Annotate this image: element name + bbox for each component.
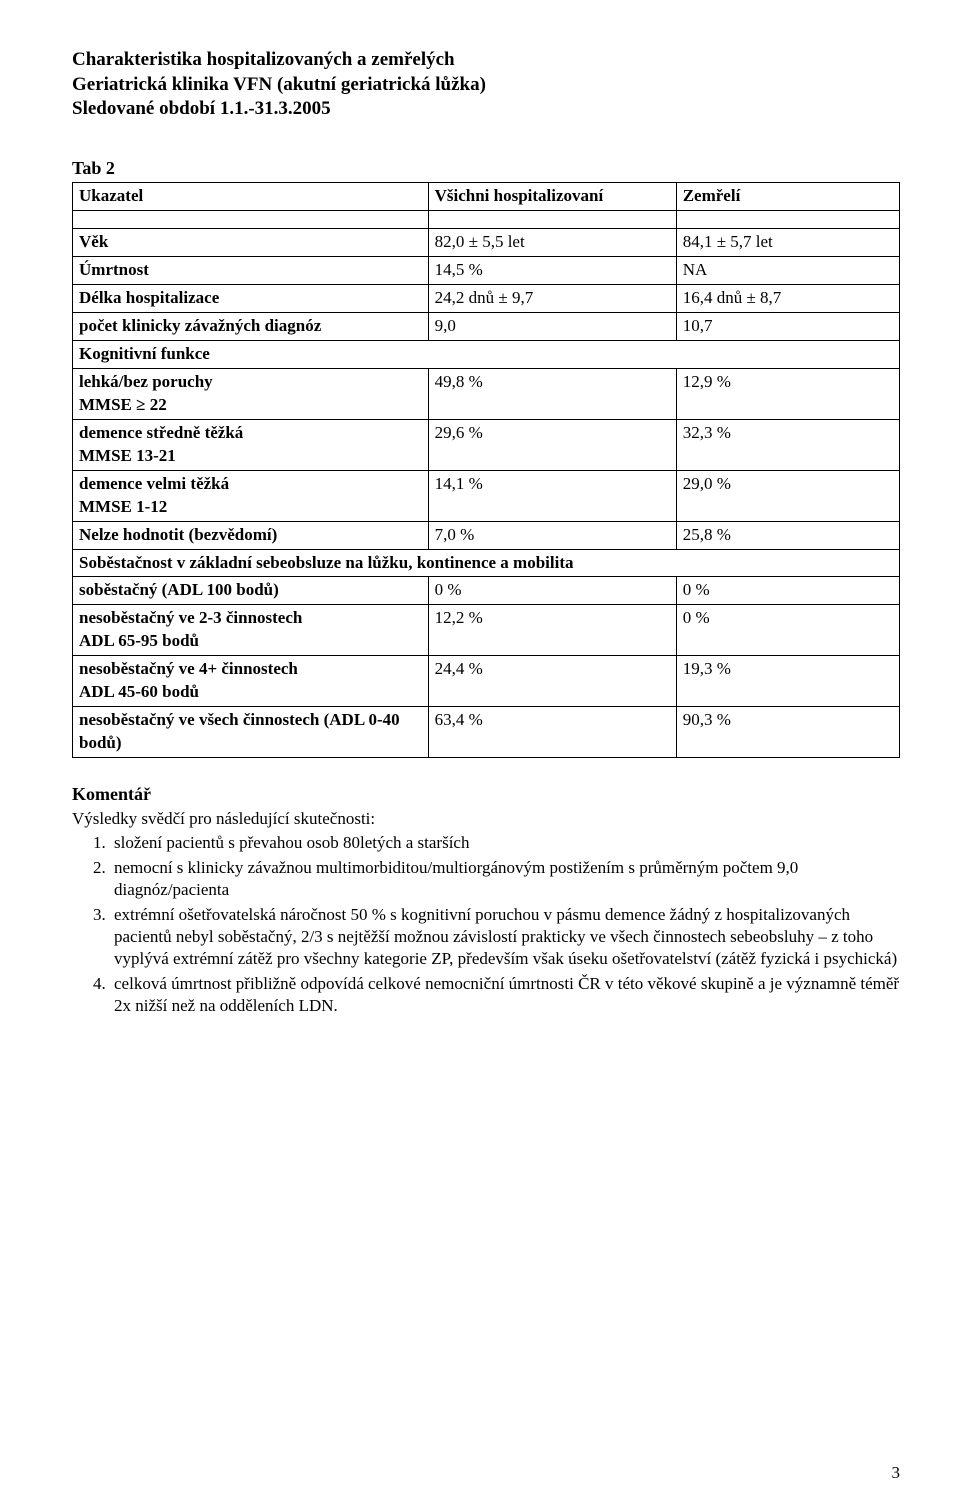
table-row: lehká/bez poruchy MMSE ≥ 22 49,8 %12,9 %: [73, 368, 900, 419]
row-label: lehká/bez poruchy: [79, 372, 213, 391]
row-label-cell: demence velmi těžká MMSE 1-12: [73, 470, 429, 521]
commentary-lead: Výsledky svědčí pro následující skutečno…: [72, 808, 900, 831]
row-value-all: 24,4 %: [428, 656, 676, 707]
table-row: Kognitivní funkce: [73, 341, 900, 369]
row-value-deceased: 84,1 ± 5,7 let: [676, 229, 899, 257]
section-header-cell: Soběstačnost v základní sebeobsluze na l…: [73, 549, 900, 577]
heading-line-1: Charakteristika hospitalizovaných a zemř…: [72, 48, 900, 73]
characteristics-table: Ukazatel Všichni hospitalizovaní Zemřelí…: [72, 182, 900, 758]
col-header-ukazatel: Ukazatel: [73, 183, 429, 211]
table-row: demence velmi těžká MMSE 1-12 14,1 %29,0 %: [73, 470, 900, 521]
row-sublabel: MMSE 13-21: [79, 445, 422, 468]
row-label-cell: počet klinicky závažných diagnóz: [73, 313, 429, 341]
row-value-deceased: 0 %: [676, 577, 899, 605]
row-sublabel: ADL 65-95 bodů: [79, 630, 422, 653]
table-label: Tab 2: [72, 156, 900, 180]
table-row: nesoběstačný ve 4+ činnostech ADL 45-60 …: [73, 656, 900, 707]
page-number: 3: [892, 1462, 901, 1485]
row-value-all: 12,2 %: [428, 605, 676, 656]
row-label: nesoběstačný ve všech činnostech (ADL 0-…: [79, 710, 400, 752]
row-value-deceased: 32,3 %: [676, 419, 899, 470]
row-label-cell: Věk: [73, 229, 429, 257]
row-value-deceased: 10,7: [676, 313, 899, 341]
row-value-deceased: 25,8 %: [676, 521, 899, 549]
row-sublabel: MMSE ≥ 22: [79, 394, 422, 417]
table-spacer-row: [73, 211, 900, 229]
list-item: složení pacientů s převahou osob 80letýc…: [110, 832, 900, 854]
table-row: soběstačný (ADL 100 bodů) 0 % 0 %: [73, 577, 900, 605]
row-label: nesoběstačný ve 2-3 činnostech: [79, 608, 302, 627]
row-label: nesoběstačný ve 4+ činnostech: [79, 659, 298, 678]
table-row: Úmrtnost 14,5 %NA: [73, 257, 900, 285]
table-row: Soběstačnost v základní sebeobsluze na l…: [73, 549, 900, 577]
row-label: demence velmi těžká: [79, 474, 229, 493]
list-item: extrémní ošetřovatelská náročnost 50 % s…: [110, 904, 900, 971]
row-value-all: 9,0: [428, 313, 676, 341]
list-item: nemocní s klinicky závažnou multimorbidi…: [110, 857, 900, 902]
row-label-cell: Nelze hodnotit (bezvědomí): [73, 521, 429, 549]
row-value-all: 14,1 %: [428, 470, 676, 521]
heading-line-3: Sledované období 1.1.-31.3.2005: [72, 97, 900, 122]
row-value-deceased: 0 %: [676, 605, 899, 656]
row-sublabel: MMSE 1-12: [79, 496, 422, 519]
row-label-cell: demence středně těžká MMSE 13-21: [73, 419, 429, 470]
row-value-all: 0 %: [428, 577, 676, 605]
row-label: Délka hospitalizace: [79, 288, 219, 307]
row-value-all: 29,6 %: [428, 419, 676, 470]
row-label-cell: soběstačný (ADL 100 bodů): [73, 577, 429, 605]
table-row: demence středně těžká MMSE 13-21 29,6 %32,…: [73, 419, 900, 470]
row-label: soběstačný (ADL 100 bodů): [79, 580, 279, 599]
table-row: Nelze hodnotit (bezvědomí) 7,0 %25,8 %: [73, 521, 900, 549]
commentary-title: Komentář: [72, 782, 900, 806]
row-label-cell: Úmrtnost: [73, 257, 429, 285]
document-heading: Charakteristika hospitalizovaných a zemř…: [72, 48, 900, 122]
col-header-zemreli: Zemřelí: [676, 183, 899, 211]
table-row: nesoběstačný ve všech činnostech (ADL 0-…: [73, 707, 900, 758]
row-value-deceased: 29,0 %: [676, 470, 899, 521]
row-value-deceased: 19,3 %: [676, 656, 899, 707]
section-header-cell: Kognitivní funkce: [73, 341, 900, 369]
row-value-all: 82,0 ± 5,5 let: [428, 229, 676, 257]
col-header-vsichni: Všichni hospitalizovaní: [428, 183, 676, 211]
row-label-cell: lehká/bez poruchy MMSE ≥ 22: [73, 368, 429, 419]
row-value-all: 24,2 dnů ± 9,7: [428, 285, 676, 313]
row-label: Věk: [79, 232, 108, 251]
row-label: Nelze hodnotit (bezvědomí): [79, 525, 277, 544]
row-label: demence středně těžká: [79, 423, 243, 442]
table-row: Délka hospitalizace 24,2 dnů ± 9,716,4 dn…: [73, 285, 900, 313]
list-item: celková úmrtnost přibližně odpovídá celk…: [110, 973, 900, 1018]
commentary-block: Komentář Výsledky svědčí pro následující…: [72, 782, 900, 1018]
row-value-deceased: 16,4 dnů ± 8,7: [676, 285, 899, 313]
row-value-all: 7,0 %: [428, 521, 676, 549]
row-label-cell: Délka hospitalizace: [73, 285, 429, 313]
table-header-row: Ukazatel Všichni hospitalizovaní Zemřelí: [73, 183, 900, 211]
table-row: Věk 82,0 ± 5,5 let84,1 ± 5,7 let: [73, 229, 900, 257]
table-row: počet klinicky závažných diagnóz 9,010,7: [73, 313, 900, 341]
row-value-all: 49,8 %: [428, 368, 676, 419]
row-label: počet klinicky závažných diagnóz: [79, 316, 321, 335]
row-sublabel: ADL 45-60 bodů: [79, 681, 422, 704]
row-value-all: 63,4 %: [428, 707, 676, 758]
row-label-cell: nesoběstačný ve všech činnostech (ADL 0-…: [73, 707, 429, 758]
row-label-cell: nesoběstačný ve 2-3 činnostech ADL 65-95 …: [73, 605, 429, 656]
row-label-cell: nesoběstačný ve 4+ činnostech ADL 45-60 …: [73, 656, 429, 707]
row-value-all: 14,5 %: [428, 257, 676, 285]
row-value-deceased: NA: [676, 257, 899, 285]
table-row: nesoběstačný ve 2-3 činnostech ADL 65-95 …: [73, 605, 900, 656]
row-value-deceased: 90,3 %: [676, 707, 899, 758]
heading-line-2: Geriatrická klinika VFN (akutní geriatri…: [72, 73, 900, 98]
commentary-list: složení pacientů s převahou osob 80letýc…: [72, 832, 900, 1018]
row-label: Úmrtnost: [79, 260, 149, 279]
row-value-deceased: 12,9 %: [676, 368, 899, 419]
